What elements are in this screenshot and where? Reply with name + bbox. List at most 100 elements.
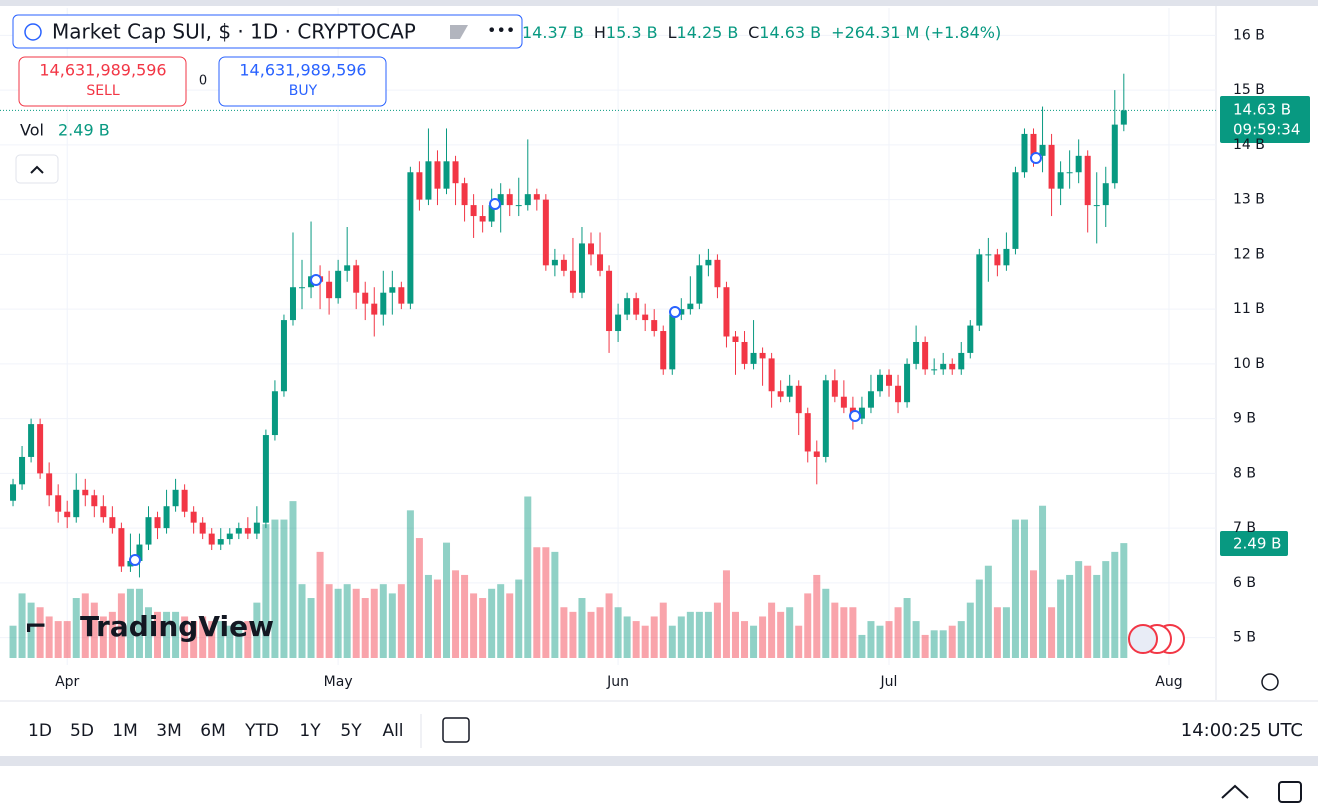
- volume-bar: [912, 621, 920, 658]
- range-button[interactable]: 1D: [28, 721, 52, 741]
- volume-bar: [777, 611, 785, 658]
- legend-value: 14.25 B: [677, 23, 739, 42]
- settings-icon[interactable]: [1261, 673, 1279, 691]
- range-button[interactable]: 3M: [156, 721, 181, 741]
- candle-body: [425, 161, 432, 200]
- range-button[interactable]: 1M: [112, 721, 137, 741]
- symbol-box[interactable]: [12, 14, 523, 49]
- candle-body: [470, 205, 477, 217]
- volume-bar: [262, 524, 270, 658]
- volume-bar: [722, 570, 730, 658]
- buy-button[interactable]: [218, 56, 387, 107]
- candle-body: [542, 199, 549, 266]
- x-tick-label: Apr: [55, 674, 79, 690]
- event-marker[interactable]: [489, 198, 501, 210]
- candle-body: [895, 385, 902, 403]
- volume-bar: [388, 593, 396, 658]
- volume-bar: [524, 496, 532, 658]
- event-marker[interactable]: [129, 554, 141, 566]
- sell-button[interactable]: [18, 56, 187, 107]
- volume-bar: [768, 602, 776, 658]
- candle-body: [551, 259, 558, 266]
- candle-body: [452, 161, 459, 184]
- candle-body: [840, 396, 847, 408]
- more-icon[interactable]: •••: [487, 21, 515, 40]
- event-marker[interactable]: [849, 410, 861, 422]
- candle-body: [109, 517, 116, 529]
- expand-icon[interactable]: [1221, 784, 1249, 799]
- volume-bar: [1075, 561, 1083, 658]
- legend-open: 14.37 B: [522, 23, 584, 42]
- collapse-button[interactable]: [15, 154, 59, 184]
- date-range-icon[interactable]: [442, 717, 470, 743]
- candle-body: [569, 270, 576, 293]
- volume-bar: [72, 598, 80, 658]
- volume-bar: [1120, 543, 1128, 658]
- candle-body: [55, 495, 62, 512]
- range-button[interactable]: 5Y: [340, 721, 362, 741]
- candle-body: [371, 303, 378, 315]
- volume-bar: [795, 625, 803, 658]
- volume-bar: [253, 602, 261, 658]
- volume-bar: [659, 602, 667, 658]
- buy-price: 14,631,989,596: [239, 61, 366, 80]
- volume-bar: [1057, 579, 1065, 658]
- volume-bar: [316, 551, 324, 658]
- volume-title: Vol: [20, 121, 44, 140]
- event-marker[interactable]: [1030, 152, 1042, 164]
- volume-bar: [108, 611, 116, 658]
- candle-body: [741, 341, 748, 364]
- volume-bar: [587, 611, 595, 658]
- volume-bar: [81, 593, 89, 658]
- flag-icons[interactable]: [1128, 624, 1185, 654]
- range-button[interactable]: 1Y: [299, 721, 321, 741]
- event-marker[interactable]: [669, 306, 681, 318]
- range-button[interactable]: 6M: [200, 721, 225, 741]
- candle-body: [353, 265, 360, 293]
- range-button[interactable]: 5D: [70, 721, 94, 741]
- legend-key: L: [668, 23, 677, 42]
- candle-body: [678, 309, 685, 315]
- maximize-icon[interactable]: [1278, 781, 1302, 803]
- candle-body: [443, 161, 450, 189]
- volume-bar: [343, 584, 351, 658]
- flag-icon[interactable]: [450, 25, 468, 39]
- range-button[interactable]: All: [382, 721, 403, 741]
- candle-body: [858, 407, 865, 419]
- volume-bar: [90, 602, 98, 658]
- candle-body: [606, 270, 613, 332]
- volume-bar: [632, 621, 640, 658]
- candle-body: [208, 533, 215, 545]
- volume-bar: [217, 621, 225, 658]
- y-tick-label: 7 B: [1233, 520, 1256, 536]
- range-button[interactable]: YTD: [244, 721, 279, 741]
- volume-bar: [957, 621, 965, 658]
- volume-bar: [379, 584, 387, 658]
- candle-body: [136, 544, 143, 561]
- candle-body: [597, 254, 604, 271]
- candle-body: [335, 270, 342, 299]
- candle-body: [533, 194, 540, 200]
- volume-bar: [975, 579, 983, 658]
- y-tick-label: 12 B: [1233, 246, 1265, 262]
- volume-bar: [1111, 551, 1119, 658]
- volume-bar: [614, 607, 622, 658]
- volume-bar: [406, 510, 414, 658]
- top-frame: [0, 0, 1318, 6]
- volume-bar: [813, 574, 821, 658]
- candle-body: [154, 517, 161, 529]
- volume-bar: [144, 607, 152, 658]
- candle-body: [163, 506, 170, 529]
- y-tick-label: 5 B: [1233, 630, 1256, 646]
- event-marker[interactable]: [310, 274, 322, 286]
- candle-body: [1084, 155, 1091, 206]
- volume-bar: [163, 611, 171, 658]
- volume-bar: [542, 547, 550, 658]
- candle-body: [822, 380, 829, 457]
- volume-bar: [650, 616, 658, 658]
- volume-bar: [849, 607, 857, 658]
- candle-body: [642, 314, 649, 321]
- volume-bar: [235, 621, 243, 658]
- volume-bar: [181, 616, 189, 658]
- ohlc-legend: 14.37 B H15.3 B L14.25 B C14.63 B +264.31 M …: [522, 23, 1001, 42]
